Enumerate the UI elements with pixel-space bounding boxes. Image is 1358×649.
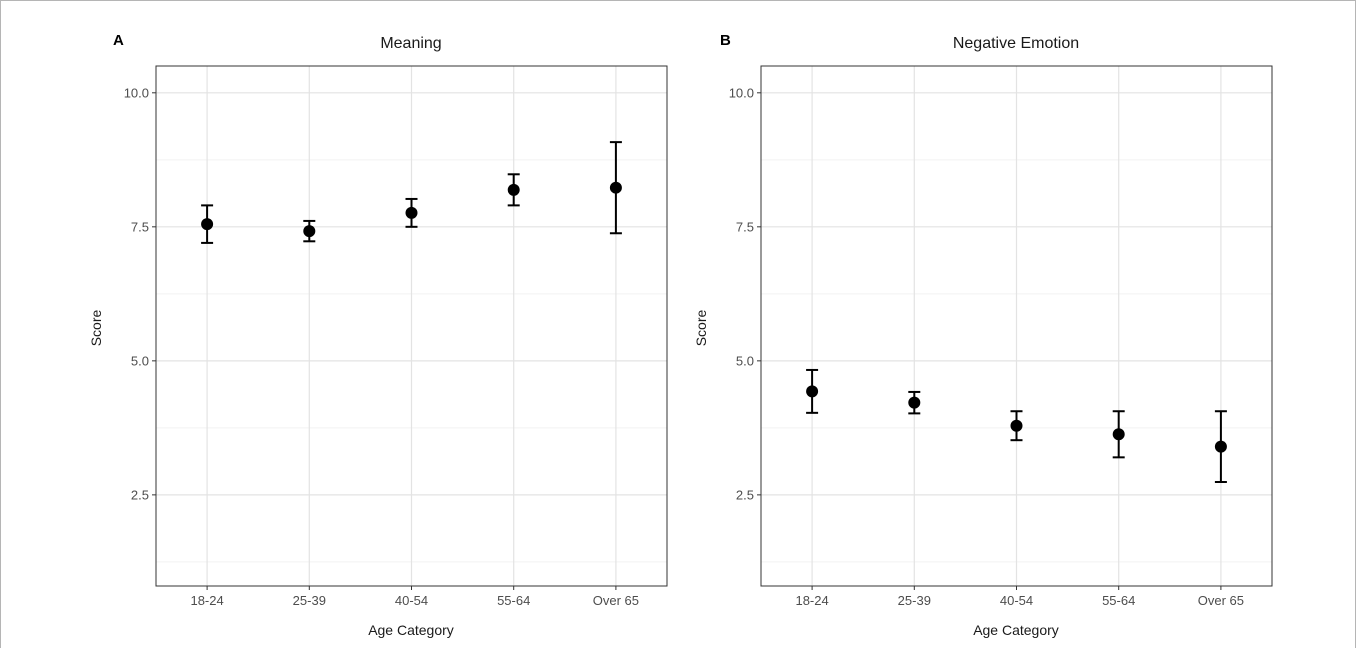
data-point — [303, 225, 316, 238]
x-tick-label: Over 65 — [593, 593, 639, 608]
panel-title-a: Meaning — [380, 35, 441, 52]
y-tick-label: 10.0 — [124, 85, 149, 100]
panel-letter-a: A — [113, 32, 124, 49]
data-point — [908, 396, 921, 409]
x-tick-label: 18-24 — [795, 593, 828, 608]
y-axis-label-a: Score — [88, 310, 104, 347]
x-tick-label: 40-54 — [395, 593, 428, 608]
data-point — [507, 183, 520, 196]
panel-title-b: Negative Emotion — [953, 35, 1079, 52]
plot-area — [156, 66, 667, 586]
panel-b: B Negative Emotion Age Category Score 10… — [693, 32, 1273, 638]
x-tick-label: 55-64 — [497, 593, 530, 608]
y-tick-label: 2.5 — [131, 487, 149, 502]
x-tick-label: 25-39 — [293, 593, 326, 608]
y-tick-label: 5.0 — [131, 353, 149, 368]
data-point — [1010, 419, 1023, 432]
plot-area — [761, 66, 1272, 586]
x-tick-label: 40-54 — [1000, 593, 1033, 608]
y-tick-label: 10.0 — [729, 85, 754, 100]
data-point — [405, 206, 418, 219]
x-tick-label: Over 65 — [1198, 593, 1244, 608]
panel-letter-b: B — [720, 32, 731, 49]
x-axis-label-a: Age Category — [368, 622, 454, 638]
plot-border — [155, 65, 668, 587]
plot-border — [760, 65, 1273, 587]
data-point — [201, 218, 214, 231]
data-point — [1112, 428, 1125, 441]
y-tick-label: 7.5 — [131, 219, 149, 234]
y-tick-label: 2.5 — [736, 487, 754, 502]
data-point — [609, 181, 622, 194]
x-tick-label: 55-64 — [1102, 593, 1135, 608]
x-tick-label: 25-39 — [898, 593, 931, 608]
x-tick-label: 18-24 — [190, 593, 223, 608]
data-point — [1214, 440, 1227, 453]
panel-a: A Meaning Age Category Score 10.0 7.5 5.0 2… — [88, 32, 668, 638]
y-tick-label: 5.0 — [736, 353, 754, 368]
y-axis-label-b: Score — [693, 310, 709, 347]
data-point — [806, 385, 819, 398]
x-axis-label-b: Age Category — [973, 622, 1059, 638]
y-tick-label: 7.5 — [736, 219, 754, 234]
